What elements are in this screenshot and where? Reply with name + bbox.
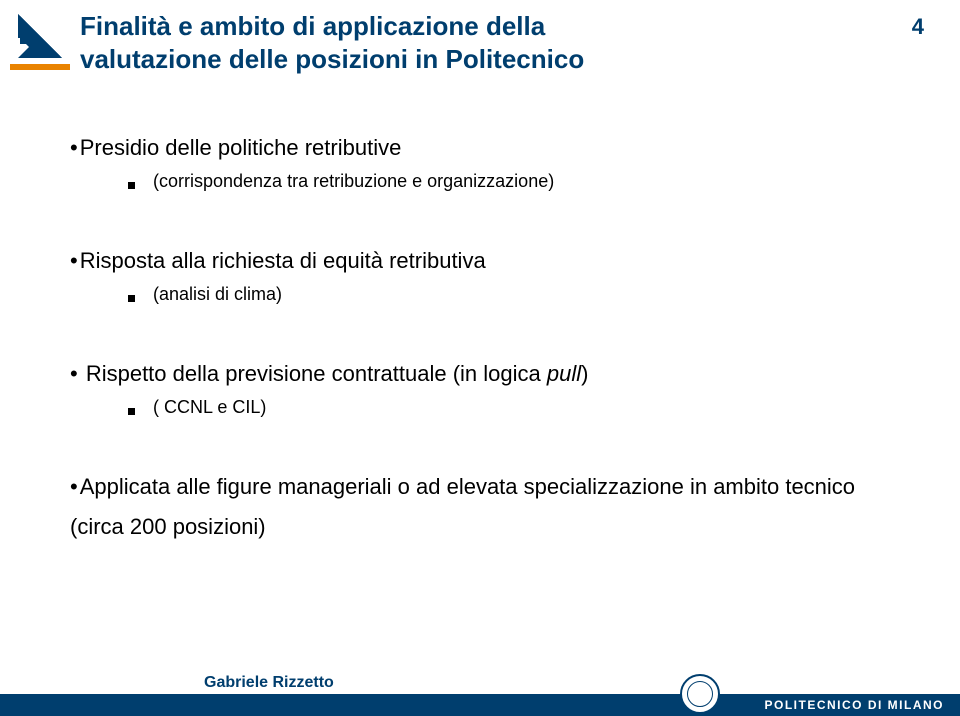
slide-title-line1: Finalità e ambito di applicazione della — [80, 10, 912, 43]
bullet-4: Applicata alle figure manageriali o ad e… — [70, 474, 940, 500]
square-bullet-icon — [128, 182, 135, 189]
bullet-3-sub: ( CCNL e CIL) — [70, 397, 940, 418]
bullet-1: Presidio delle politiche retributive — [70, 135, 940, 161]
bullet-1-sub-text: (corrispondenza tra retribuzione e organ… — [153, 171, 554, 192]
bullet-3: Rispetto della previsione contrattuale (… — [70, 361, 940, 387]
bullet-2-sub: (analisi di clima) — [70, 284, 940, 305]
arrow-icon — [10, 10, 70, 70]
bullet-3-pre: Rispetto della previsione contrattuale (… — [86, 361, 547, 386]
bullet-2-sub-text: (analisi di clima) — [153, 284, 282, 305]
page-number: 4 — [912, 10, 930, 40]
slide-header: Finalità e ambito di applicazione della … — [0, 0, 960, 75]
slide-content: Presidio delle politiche retributive (co… — [0, 75, 960, 540]
bullet-4-note: (circa 200 posizioni) — [70, 514, 940, 540]
seal-inner-icon — [687, 681, 713, 707]
footer-bar: POLITECNICO DI MILANO — [0, 694, 960, 716]
slide-footer: Gabriele Rizzetto POLITECNICO DI MILANO — [0, 670, 960, 716]
seal-icon — [680, 674, 720, 714]
slide: Finalità e ambito di applicazione della … — [0, 0, 960, 716]
institution-name: POLITECNICO DI MILANO — [765, 698, 945, 712]
footer-bar-left — [0, 694, 360, 716]
bullet-3-em: pull — [547, 361, 581, 386]
presenter-name: Gabriele Rizzetto — [204, 674, 334, 692]
institution-logo: POLITECNICO DI MILANO — [765, 698, 945, 712]
bullet-2: Risposta alla richiesta di equità retrib… — [70, 248, 940, 274]
title-block: Finalità e ambito di applicazione della … — [70, 10, 912, 75]
slide-title-line2: valutazione delle posizioni in Politecni… — [80, 43, 912, 76]
bullet-1-sub: (corrispondenza tra retribuzione e organ… — [70, 171, 940, 192]
bullet-3-sub-text: ( CCNL e CIL) — [153, 397, 266, 418]
square-bullet-icon — [128, 295, 135, 302]
bullet-3-post: ) — [581, 361, 588, 386]
header-stripe — [10, 64, 70, 70]
footer-bar-right: POLITECNICO DI MILANO — [360, 694, 960, 716]
square-bullet-icon — [128, 408, 135, 415]
